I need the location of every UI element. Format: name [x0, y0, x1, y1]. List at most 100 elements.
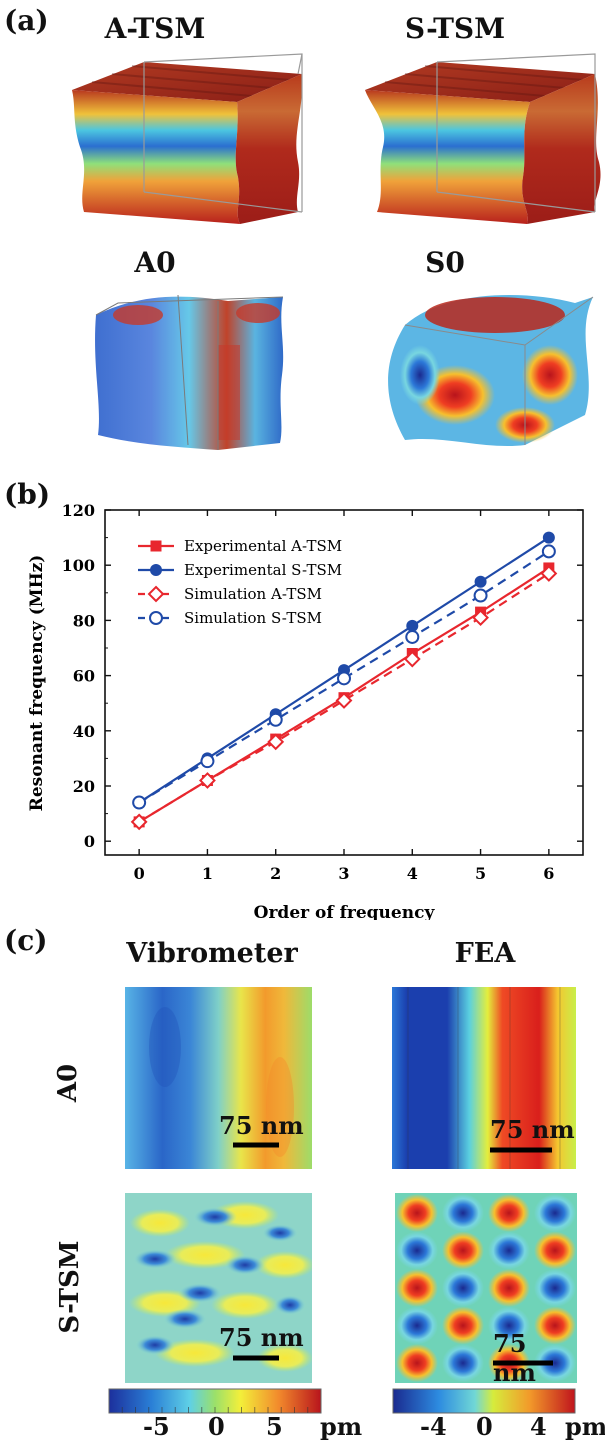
x-tick-label: 3	[338, 864, 349, 883]
colorbar-right-tick: 0	[476, 1412, 493, 1441]
x-axis-label: Order of frequency	[254, 903, 436, 920]
fea-blue-lobe	[396, 1306, 438, 1345]
data-point	[540, 565, 558, 582]
data-point	[147, 585, 165, 603]
data-point	[267, 733, 285, 751]
row-label-s-tsm: S-TSM	[55, 1240, 85, 1334]
legend-label: Simulation A-TSM	[184, 585, 322, 603]
x-tick-label: 4	[407, 864, 418, 883]
scale-bar-label: 75 nm	[493, 1329, 536, 1387]
data-point	[132, 795, 147, 810]
fea-blue-lobe	[488, 1306, 530, 1345]
y-tick-label: 120	[62, 501, 95, 520]
fea-blue-lobe	[442, 1269, 484, 1307]
legend-label: Experimental A-TSM	[184, 537, 342, 555]
data-point	[200, 754, 215, 769]
data-point	[472, 609, 489, 627]
colorbar-left-tick: 5	[266, 1412, 283, 1441]
title-a-tsm: A-TSM	[104, 12, 206, 45]
colorbar-left-unit: pm	[320, 1412, 363, 1441]
fea-blue-lobe	[442, 1194, 484, 1232]
data-point	[403, 650, 421, 668]
x-tick-label: 1	[202, 864, 213, 883]
y-tick-label: 0	[84, 832, 95, 851]
fea-blue-lobe	[442, 1344, 484, 1382]
col-header-fea: FEA	[454, 938, 516, 969]
fea-red-lobe	[442, 1306, 484, 1345]
a-tsm-mode-render	[72, 53, 303, 224]
series-2	[130, 565, 558, 831]
colorbar-right-unit: pm	[565, 1412, 605, 1441]
col-header-vibrometer: Vibrometer	[126, 938, 298, 969]
title-s-tsm: S-TSM	[404, 12, 506, 45]
fea-blue-lobe	[534, 1269, 576, 1307]
data-point	[405, 629, 420, 644]
legend-entry: Experimental A-TSM	[138, 537, 342, 555]
y-axis-label: Resonant frequency (MHz)	[27, 555, 47, 812]
title-a0: A0	[134, 246, 176, 279]
series-3	[132, 544, 556, 810]
a0-mode-render	[95, 294, 284, 450]
data-point	[150, 540, 162, 552]
data-point	[130, 813, 148, 831]
y-tick-label: 100	[62, 556, 95, 575]
panel-b-label: (b)	[4, 478, 51, 511]
fea-a0-map: 75 nm	[392, 987, 576, 1169]
panel-c-label: (c)	[4, 924, 48, 957]
scale-bar-label: 75 nm	[490, 1115, 575, 1144]
y-tick-label: 60	[73, 667, 95, 686]
colorbar-left-tick: 0	[208, 1412, 225, 1441]
vibrometer-s-tsm-map: 75 nm	[125, 1193, 312, 1383]
y-tick-label: 40	[73, 722, 95, 741]
fea-s-tsm-map: 75 nm	[395, 1193, 577, 1387]
colorbar-right	[392, 1388, 576, 1414]
x-tick-label: 5	[475, 864, 486, 883]
title-s0: S0	[425, 246, 465, 279]
y-tick-label: 80	[73, 611, 95, 630]
scale-bar-label: 75 nm	[219, 1323, 304, 1352]
data-point	[406, 619, 419, 632]
x-tick-label: 2	[270, 864, 281, 883]
data-point	[541, 544, 556, 559]
data-point	[150, 564, 162, 576]
s-tsm-mode-render	[365, 53, 601, 224]
data-point	[474, 575, 487, 588]
colorbar-right-tick: -4	[420, 1412, 447, 1441]
fea-blue-lobe	[534, 1344, 576, 1382]
legend-label: Experimental S-TSM	[184, 561, 342, 579]
data-point	[268, 712, 283, 727]
scale-bar-label: 75 nm	[219, 1111, 304, 1140]
x-tick-label: 6	[543, 864, 554, 883]
data-point	[542, 531, 555, 544]
fea-blue-lobe	[396, 1231, 438, 1270]
fea-red-lobe	[534, 1306, 576, 1345]
legend-entry: Experimental S-TSM	[138, 561, 342, 579]
colorbar-left-tick: -5	[143, 1412, 170, 1441]
fea-blue-lobe	[488, 1231, 530, 1270]
fea-red-lobe	[396, 1269, 438, 1307]
data-point	[199, 772, 216, 789]
fea-red-lobe	[488, 1269, 530, 1307]
data-point	[337, 671, 351, 686]
x-tick-label: 0	[134, 864, 145, 883]
fea-red-lobe	[534, 1231, 576, 1270]
data-point	[149, 611, 163, 625]
legend-entry: Simulation A-TSM	[138, 585, 322, 603]
panel-a-label: (a)	[4, 4, 49, 37]
fea-red-lobe	[488, 1194, 530, 1232]
fea-red-lobe	[396, 1344, 438, 1382]
data-point	[473, 588, 488, 603]
s0-mode-render	[388, 295, 594, 447]
row-label-a0: A0	[53, 1063, 83, 1103]
y-tick-label: 20	[73, 777, 95, 796]
colorbar-right-tick: 4	[530, 1412, 547, 1441]
data-point	[335, 692, 353, 709]
fea-red-lobe	[396, 1194, 438, 1232]
legend-label: Simulation S-TSM	[184, 609, 322, 627]
vibrometer-a0-map: 75 nm	[125, 987, 312, 1169]
legend-entry: Simulation S-TSM	[138, 609, 322, 627]
colorbar-left	[108, 1388, 322, 1414]
fea-red-lobe	[442, 1231, 484, 1270]
fea-blue-lobe	[534, 1194, 576, 1232]
